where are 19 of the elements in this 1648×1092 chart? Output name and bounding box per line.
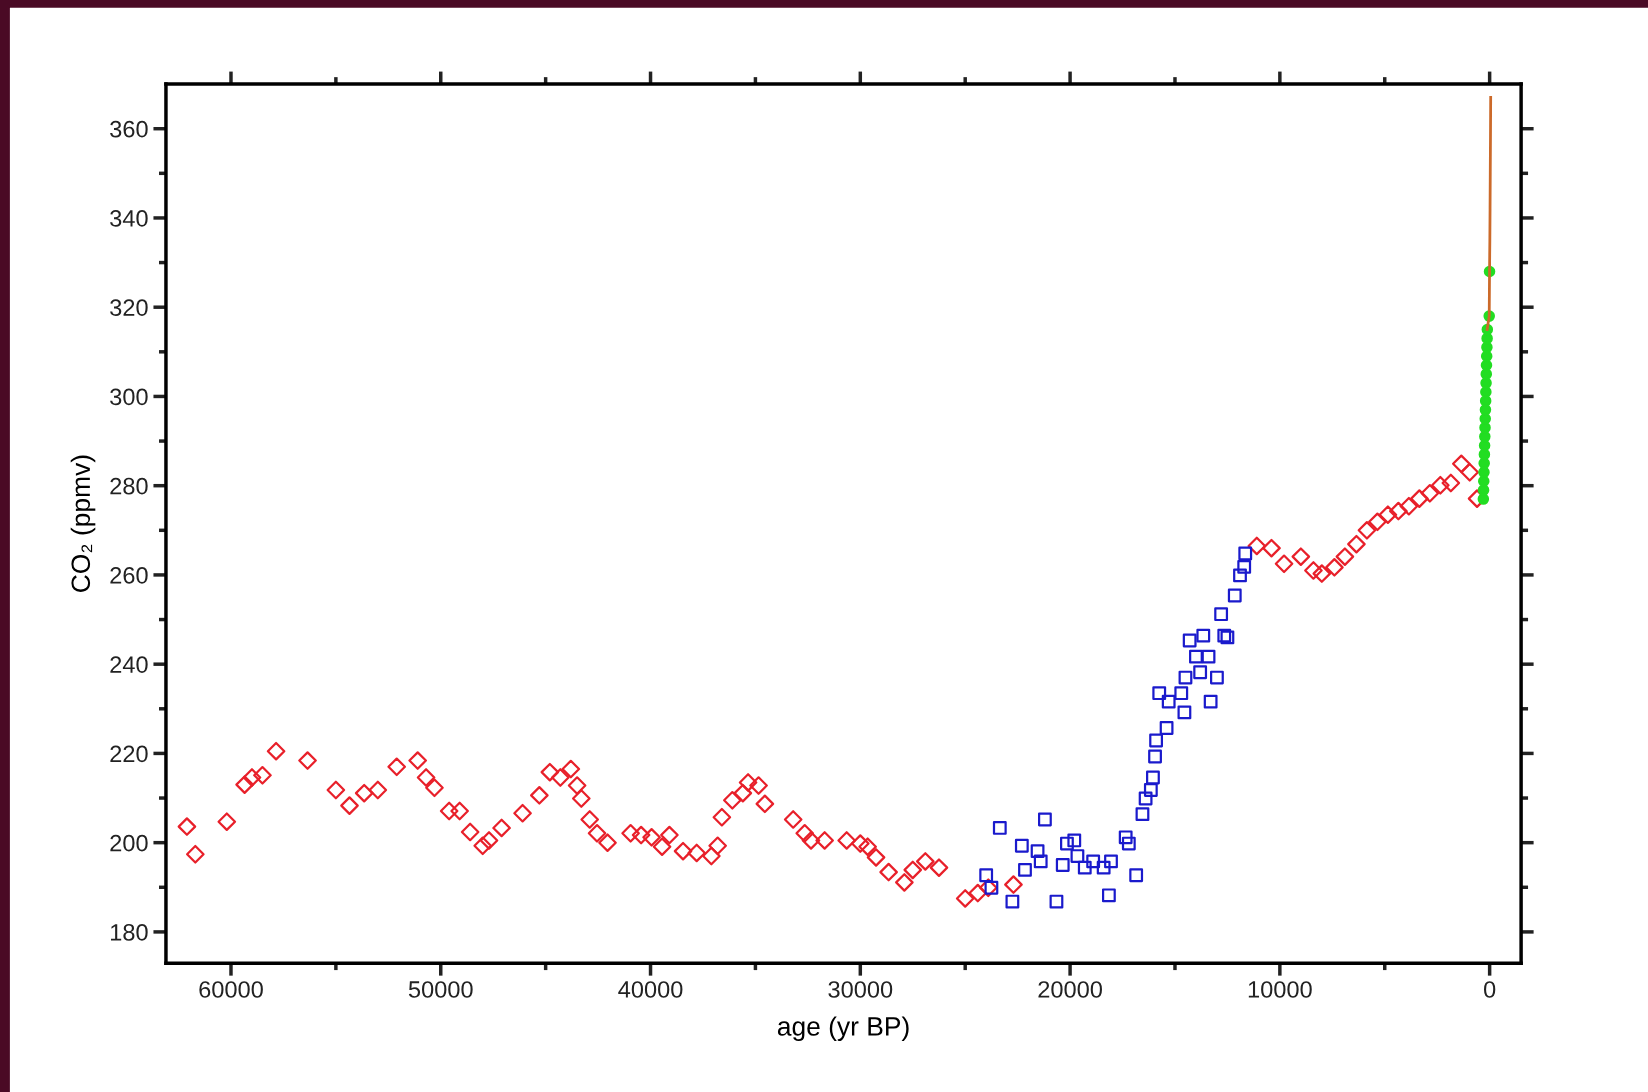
- y-tick-label: 360: [110, 120, 148, 138]
- x-tick-label: 30000: [828, 981, 893, 998]
- y-tick-label: 320: [110, 299, 148, 316]
- x-tick-label: 20000: [1038, 981, 1102, 998]
- y-tick-label: 220: [110, 745, 148, 763]
- x-tick-label: 0: [1483, 981, 1496, 998]
- y-tick-label: 300: [110, 388, 148, 406]
- y-tick-label: 280: [110, 477, 148, 495]
- y-tick-label: 240: [110, 656, 148, 673]
- x-axis-title: age (yr BP): [777, 1016, 909, 1041]
- y-tick-label: 200: [110, 834, 148, 852]
- x-tick-label: 50000: [408, 981, 473, 998]
- y-tick-label: 180: [111, 923, 148, 941]
- x-tick-label: 40000: [618, 981, 683, 998]
- x-tick-label: 10000: [1248, 981, 1312, 998]
- y-tick-label: 260: [110, 567, 148, 584]
- y-tick-label: 340: [110, 210, 148, 227]
- y-axis-title: CO₂ (ppmv): [70, 455, 96, 592]
- x-tick-label: 60000: [199, 981, 263, 998]
